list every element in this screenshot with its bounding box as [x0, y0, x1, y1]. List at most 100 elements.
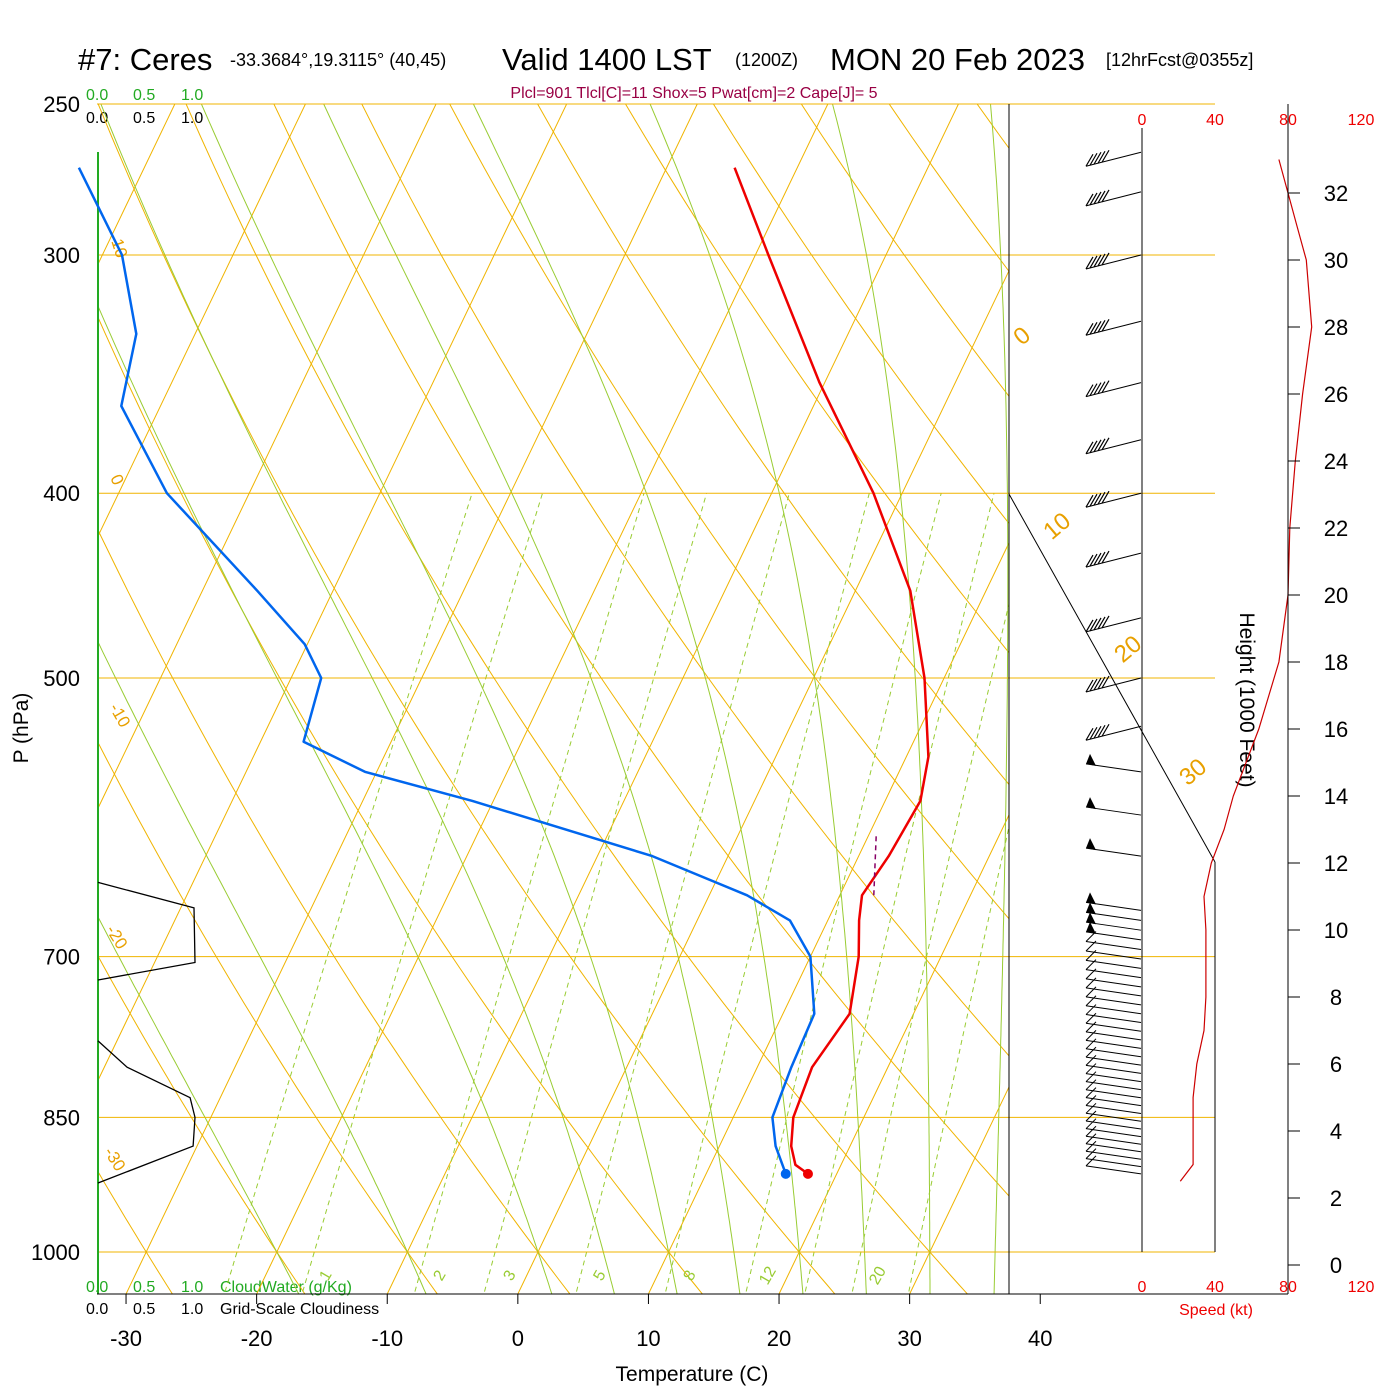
svg-text:1.0: 1.0 — [181, 1301, 203, 1318]
svg-text:1.0: 1.0 — [181, 1279, 203, 1296]
dry-adiabat-line — [185, 104, 969, 1294]
wind-barb — [1085, 1087, 1142, 1107]
surface-temperature-dot — [802, 1168, 813, 1179]
wind-barb — [1085, 550, 1142, 568]
temperature-tick-label: -30 — [110, 1326, 142, 1351]
wind-barb — [1085, 902, 1142, 921]
wind-barb — [1085, 1133, 1142, 1153]
pressure-tick-label: 400 — [43, 481, 80, 506]
wind-barb — [1085, 912, 1142, 931]
svg-text:40: 40 — [1206, 1279, 1224, 1296]
pressure-tick-label: 850 — [43, 1105, 80, 1130]
speed-axis-label: Speed (kt) — [1179, 1302, 1253, 1319]
sounding-indices: Plcl=901 Tlcl[C]=11 Shox=5 Pwat[cm]=2 Ca… — [510, 85, 877, 102]
wind-barb — [1085, 1021, 1142, 1041]
svg-text:120: 120 — [1348, 112, 1375, 129]
cloudiness-profile — [97, 881, 196, 1184]
wind-barb — [1085, 1055, 1142, 1074]
isotherm-line — [125, 104, 698, 1294]
isotherm-line — [97, 104, 306, 540]
cloudiness-layer-upper — [97, 881, 196, 981]
dry-adiabat-line — [712, 104, 1009, 525]
temperature-tick-label: -20 — [241, 1326, 273, 1351]
dry-adiabat-line — [97, 313, 704, 1294]
moist-adiabat-line — [200, 104, 678, 1294]
mixing-ratio-line — [223, 493, 473, 1294]
wind-barbs — [1085, 149, 1142, 1175]
wind-barb — [1085, 1038, 1142, 1058]
moist-adiabat-line — [100, 104, 615, 1294]
moist-adiabat-line — [97, 302, 553, 1294]
mixing-ratio-line — [413, 493, 645, 1294]
wind-speed-line — [1179, 159, 1313, 1182]
isotherm-line — [647, 541, 1009, 1294]
height-tick-label: 8 — [1330, 985, 1342, 1010]
wind-barb — [1085, 1148, 1142, 1168]
svg-text:1.0: 1.0 — [181, 87, 203, 104]
dewpoint-line — [77, 167, 816, 1175]
height-tick-label: 24 — [1324, 449, 1348, 474]
isotherm-line — [778, 813, 1009, 1294]
height-tick-label: 10 — [1324, 918, 1348, 943]
cloudwater-scale-top: 0.0 0.5 1.0 — [86, 87, 203, 104]
isotherm-line — [386, 104, 959, 1294]
dry-adiabat-line — [97, 1169, 173, 1294]
wind-barb — [1085, 723, 1142, 741]
forecast-label: [12hrFcst@0355z] — [1106, 50, 1253, 70]
svg-text:0.0: 0.0 — [86, 110, 108, 127]
wind-barb — [1085, 1118, 1142, 1138]
svg-text:0.5: 0.5 — [133, 110, 155, 127]
x-axis-title: Temperature (C) — [616, 1363, 769, 1386]
mixing-ratio-line — [301, 493, 543, 1294]
mixing-ratio-line — [664, 493, 870, 1294]
dry-adiabat-line — [97, 953, 306, 1294]
speed-axis-bottom: 0 40 80 120 Speed (kt) — [1138, 1279, 1375, 1319]
height-tick-label: 18 — [1324, 650, 1348, 675]
dry-adiabat-line — [97, 104, 836, 1294]
wind-barb — [1085, 1046, 1142, 1066]
mixing-ratio-line — [483, 493, 708, 1294]
isotherm-line — [256, 104, 829, 1294]
wind-barb — [1085, 318, 1142, 336]
isotherm-line — [97, 104, 568, 1084]
moist-adiabat-line — [323, 104, 741, 1294]
cloudiness-label: Grid-Scale Cloudiness — [220, 1301, 379, 1318]
height-tick-label: 14 — [1324, 784, 1348, 809]
wind-barb — [1085, 797, 1142, 816]
temperature-tick-label: 20 — [767, 1326, 791, 1351]
mixing-ratio-label: 20 — [866, 1264, 890, 1288]
dry-adiabat-line — [97, 526, 571, 1294]
valid-date: MON 20 Feb 2023 — [830, 42, 1085, 77]
wind-barb — [1085, 1063, 1142, 1083]
wind-barb — [1085, 615, 1142, 633]
pressure-tick-label: 700 — [43, 945, 80, 970]
wind-barb — [1085, 1125, 1142, 1145]
isotherm-line — [909, 1085, 1009, 1294]
svg-text:0: 0 — [1138, 112, 1147, 129]
height-axis-title: Height (1000 Feet) — [1235, 612, 1258, 787]
moist-adiabat-line — [989, 104, 1009, 1294]
temperature-line — [733, 167, 930, 1175]
moist-adiabat-line — [97, 638, 427, 1294]
wind-barb — [1085, 1155, 1142, 1175]
parcel-path — [873, 835, 877, 896]
station-title: #7: Ceres — [78, 42, 212, 77]
svg-text:0.5: 0.5 — [133, 87, 155, 104]
mixing-ratio-line — [745, 493, 942, 1294]
surface-dewpoint-dot — [780, 1168, 791, 1179]
temperature-tick-label: -10 — [371, 1326, 403, 1351]
moist-adiabat-line — [472, 104, 804, 1294]
cloudiness-scale-top: 0.0 0.5 1.0 — [86, 110, 203, 127]
cloudiness-scale-bottom: 0.0 0.5 1.0 Grid-Scale Cloudiness — [86, 1301, 379, 1318]
height-tick-label: 22 — [1324, 516, 1348, 541]
temperature-tick-label: 0 — [512, 1326, 524, 1351]
wind-barb — [1085, 892, 1142, 911]
pressure-tick-label: 500 — [43, 666, 80, 691]
pressure-tick-label: 250 — [43, 92, 80, 117]
pressure-tick-label: 1000 — [31, 1240, 80, 1265]
height-tick-label: 28 — [1324, 315, 1348, 340]
sounding-profiles — [77, 167, 930, 1179]
wind-barb — [1085, 252, 1142, 270]
moist-adiabat-line — [831, 104, 931, 1294]
temperature-tick-label: 40 — [1028, 1326, 1052, 1351]
